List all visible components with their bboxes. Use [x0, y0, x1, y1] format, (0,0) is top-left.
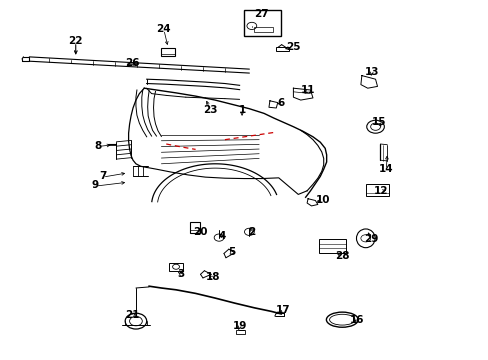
- Text: 25: 25: [285, 42, 300, 52]
- Text: 7: 7: [99, 171, 106, 181]
- Text: 10: 10: [315, 195, 329, 205]
- Text: 28: 28: [334, 251, 349, 261]
- Text: 13: 13: [364, 67, 378, 77]
- Text: 1: 1: [238, 105, 245, 115]
- Text: 8: 8: [94, 141, 101, 151]
- Text: 3: 3: [177, 269, 184, 279]
- Text: 9: 9: [92, 180, 99, 190]
- Text: 29: 29: [364, 234, 378, 244]
- Text: 12: 12: [373, 186, 388, 196]
- Text: 18: 18: [205, 272, 220, 282]
- Text: 23: 23: [203, 105, 217, 115]
- Text: 20: 20: [193, 227, 207, 237]
- Text: 2: 2: [248, 227, 255, 237]
- Text: 24: 24: [156, 24, 171, 34]
- Text: 6: 6: [277, 98, 284, 108]
- Text: 14: 14: [378, 164, 393, 174]
- Text: 4: 4: [218, 231, 226, 241]
- Text: 27: 27: [254, 9, 268, 19]
- Text: 19: 19: [232, 321, 246, 331]
- Text: 16: 16: [349, 315, 364, 325]
- Text: 21: 21: [124, 310, 139, 320]
- Text: 17: 17: [276, 305, 290, 315]
- Text: 22: 22: [68, 36, 83, 46]
- Text: 11: 11: [300, 85, 315, 95]
- Text: 15: 15: [371, 117, 386, 127]
- Text: 5: 5: [228, 247, 235, 257]
- Text: 26: 26: [124, 58, 139, 68]
